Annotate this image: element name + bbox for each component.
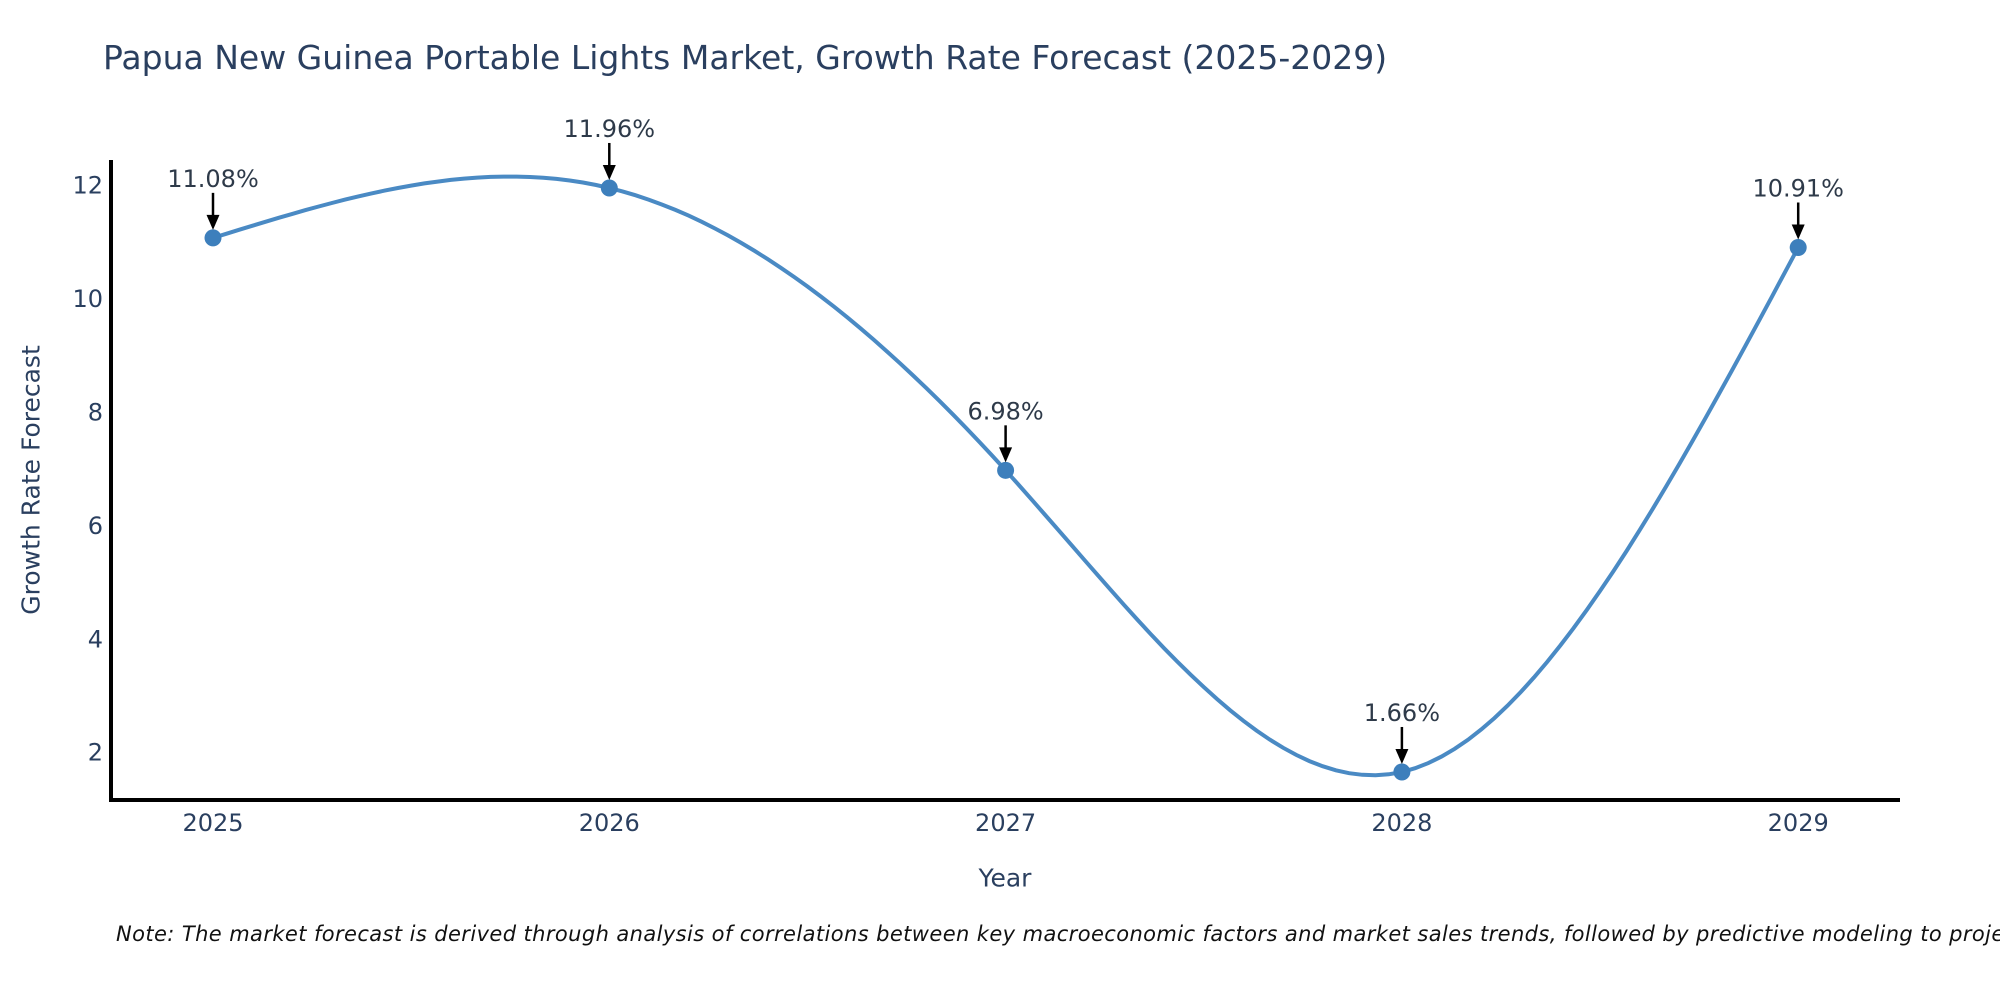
y-tick-label: 10 (72, 285, 103, 313)
x-tick-label: 2029 (1768, 809, 1829, 837)
data-point-2028 (1393, 763, 1411, 781)
y-axis-title: Growth Rate Forecast (16, 345, 46, 615)
annotation-arrowhead (602, 164, 616, 180)
x-tick-label: 2028 (1371, 809, 1432, 837)
data-point-2025 (204, 229, 222, 247)
x-tick-label: 2025 (182, 809, 243, 837)
data-point-label: 6.98% (967, 397, 1043, 425)
data-point-2027 (997, 461, 1015, 479)
y-tick-label: 4 (88, 625, 103, 653)
annotation-arrowhead (1791, 224, 1805, 240)
data-point-label: 10.91% (1752, 175, 1844, 203)
data-point-label: 11.96% (564, 115, 656, 143)
y-tick-label: 6 (88, 512, 103, 540)
x-tick-label: 2027 (975, 809, 1036, 837)
x-axis-title: Year (978, 863, 1032, 893)
data-point-2029 (1789, 239, 1807, 257)
data-point-2026 (600, 179, 618, 197)
y-tick-label: 2 (88, 739, 103, 767)
annotation-arrowhead (1395, 748, 1409, 764)
footnote: Note: The market forecast is derived thr… (116, 922, 2000, 946)
chart-title: Papua New Guinea Portable Lights Market,… (103, 38, 1388, 77)
x-tick-label: 2026 (579, 809, 640, 837)
annotation-arrowhead (206, 214, 220, 230)
data-point-label: 11.08% (167, 165, 259, 193)
y-tick-label: 12 (72, 172, 103, 200)
y-tick-label: 8 (88, 399, 103, 427)
annotation-arrowhead (999, 447, 1013, 463)
data-point-label: 1.66% (1364, 699, 1440, 727)
